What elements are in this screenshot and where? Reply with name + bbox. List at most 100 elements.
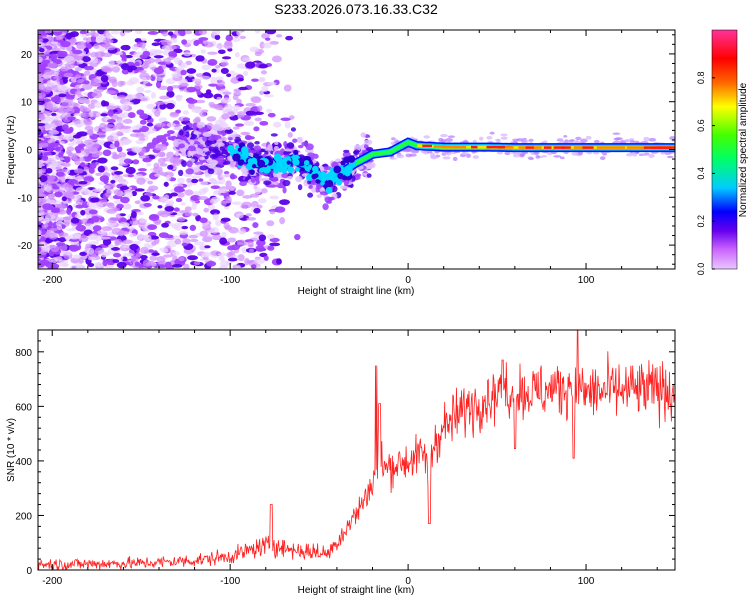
noise-blob [489, 131, 495, 135]
noise-blob [181, 39, 188, 45]
top-y-tick-label: 0 [26, 146, 32, 157]
noise-blob [185, 168, 194, 175]
noise-blob [107, 135, 115, 142]
noise-blob [230, 160, 236, 168]
noise-blob [242, 195, 253, 199]
noise-blob [41, 155, 49, 161]
noise-blob [122, 118, 133, 124]
noise-blob [66, 228, 77, 232]
noise-blob [56, 84, 68, 89]
noise-blob [217, 49, 226, 55]
colorbar-tick-label: 0.0 [696, 263, 706, 276]
noise-blob [152, 195, 160, 200]
noise-blob [159, 162, 168, 167]
noise-blob [207, 168, 215, 175]
noise-blob [244, 134, 252, 141]
noise-blob [564, 139, 569, 143]
noise-blob [74, 90, 82, 96]
noise-blob [47, 138, 56, 145]
noise-blob [178, 143, 186, 149]
noise-blob [57, 262, 68, 267]
noise-blob [77, 59, 84, 65]
noise-blob [180, 202, 186, 206]
noise-blob [218, 188, 229, 194]
snr-line [38, 330, 675, 570]
noise-blob [135, 211, 143, 215]
noise-blob [207, 51, 218, 55]
noise-blob [78, 157, 86, 162]
noise-blob [193, 131, 202, 135]
noise-blob [282, 186, 287, 194]
noise-blob [127, 174, 134, 178]
noise-blob [265, 37, 271, 41]
colorbar-tick-label: 0.8 [696, 72, 706, 85]
noise-blob [125, 166, 136, 175]
noise-blob [191, 203, 197, 211]
noise-blob [80, 112, 90, 119]
noise-blob [192, 118, 201, 124]
trace-blob [257, 159, 266, 168]
noise-blob [270, 133, 278, 137]
noise-blob [49, 227, 58, 232]
noise-blob [140, 255, 148, 260]
noise-blob [223, 41, 233, 50]
noise-blob [38, 75, 42, 81]
noise-blob [241, 201, 253, 209]
noise-blob [92, 225, 102, 232]
noise-blob [215, 126, 225, 132]
noise-blob [240, 166, 249, 173]
noise-blob [134, 261, 141, 267]
noise-blob [253, 184, 258, 190]
noise-blob [128, 77, 140, 85]
noise-blob [112, 259, 120, 264]
noise-blob [452, 156, 458, 162]
noise-blob [75, 150, 82, 154]
noise-blob [519, 153, 525, 158]
noise-blob [74, 213, 81, 219]
noise-blob [575, 136, 582, 141]
noise-blob [81, 82, 93, 90]
noise-blob [200, 49, 207, 54]
noise-blob [38, 105, 44, 111]
noise-blob [165, 61, 172, 65]
noise-blob [59, 66, 69, 72]
noise-blob [39, 242, 46, 246]
noise-blob [76, 42, 87, 50]
noise-blob [249, 46, 260, 53]
noise-blob [61, 124, 69, 131]
noise-blob [245, 103, 256, 107]
noise-blob [75, 186, 86, 193]
trace-blob [249, 169, 255, 175]
noise-blob [189, 238, 199, 243]
noise-blob [126, 94, 137, 100]
noise-blob [156, 135, 167, 139]
noise-blob [107, 202, 115, 209]
noise-blob [613, 137, 621, 141]
noise-blob [230, 173, 235, 180]
noise-blob [135, 140, 144, 145]
noise-blob [197, 195, 209, 200]
noise-blob [73, 168, 84, 174]
top-x-tick-label: 100 [578, 275, 595, 286]
noise-blob [250, 176, 256, 183]
noise-blob [134, 61, 140, 67]
noise-blob [190, 175, 201, 179]
noise-blob [178, 230, 189, 236]
noise-blob [167, 136, 175, 141]
noise-blob [90, 32, 99, 38]
noise-blob [38, 128, 42, 136]
noise-blob [571, 151, 579, 156]
noise-blob [274, 141, 279, 145]
noise-blob [202, 132, 212, 138]
noise-blob [200, 126, 210, 133]
noise-blob [181, 242, 188, 247]
colorbar-tick-label: 0.4 [696, 167, 706, 180]
noise-blob [134, 188, 145, 192]
noise-blob [139, 246, 150, 255]
noise-blob [120, 196, 130, 204]
noise-blob [103, 101, 110, 107]
noise-blob [44, 214, 56, 220]
noise-blob [299, 170, 308, 175]
noise-blob [171, 72, 182, 79]
